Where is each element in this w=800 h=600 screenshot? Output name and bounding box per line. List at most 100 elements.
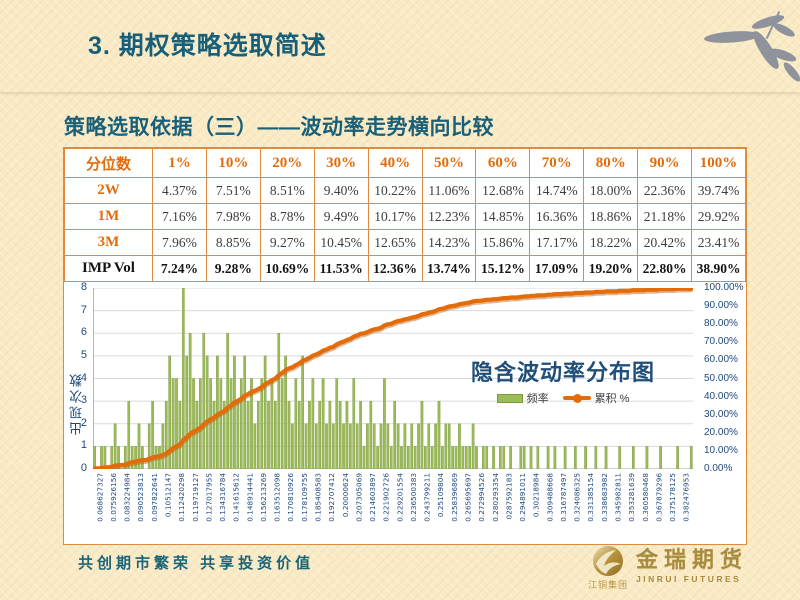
x-tick-label: 0.207305069: [354, 473, 363, 522]
frequency-bar: [458, 423, 461, 470]
logo-company-name-cn: 金瑞期货: [635, 547, 748, 572]
frequency-bar: [413, 446, 417, 470]
frequency-bar: [328, 400, 332, 470]
value-cell: 12.36%: [367, 255, 423, 282]
x-tick-label: 0.075926156: [109, 473, 118, 522]
page-title: 3. 期权策略选取简述: [88, 32, 327, 60]
legend-item-frequency: 频率: [496, 390, 549, 406]
value-cell: 11.53%: [313, 255, 369, 282]
value-cell: 11.06%: [421, 177, 477, 204]
x-tick-label: 0.236500383: [409, 473, 418, 522]
row-label: 2W: [64, 177, 153, 204]
x-tick-label: 0.214603897: [368, 473, 377, 522]
y-tick-label: 8: [80, 281, 87, 293]
x-axis-labels: 0.068627327 0.075926156 0.083224984 0.09052…: [93, 470, 693, 544]
legend-label: 频率: [526, 393, 549, 405]
frequency-bar: [205, 355, 209, 470]
value-cell: 10.22%: [367, 177, 423, 204]
x-tick-label: 0.345982811: [614, 473, 623, 522]
x-tick-label: 0.382476953: [682, 473, 691, 522]
frequency-bar: [246, 400, 250, 470]
frequency-bar: [553, 446, 557, 470]
right-tick-label: 40.00%: [704, 390, 738, 402]
value-cell: 38.90%: [691, 255, 746, 282]
frequency-bar: [291, 423, 294, 470]
x-tick-label: 0.148914441: [245, 473, 254, 522]
legend-item-cumulative: 累积 %: [562, 390, 630, 406]
value-cell: 23.41%: [691, 229, 746, 256]
x-tick-label: 0.090523813: [136, 473, 145, 522]
x-tick-label: 0.360580468: [641, 473, 650, 522]
content-panel: 分位数 1% 10% 20% 30% 40% 50% 60% 70% 80% 90% 100% 2W 4…: [63, 147, 747, 545]
chart-legend: 频率 累积 %: [413, 390, 713, 406]
table-header-row: 分位数 1% 10% 20% 30% 40% 50% 60% 70% 80% 90% 100%: [64, 148, 746, 178]
x-tick-label: 0.229201554: [395, 473, 404, 522]
frequency-bar: [424, 446, 427, 470]
value-cell: 8.78%: [259, 203, 315, 230]
frequency-bar: [403, 423, 407, 470]
value-cell: 10.17%: [367, 203, 423, 230]
value-cell: 17.17%: [529, 229, 585, 256]
frequency-bar: [430, 446, 434, 470]
value-cell: 18.00%: [583, 177, 639, 204]
legend-label: 累积 %: [594, 393, 630, 405]
percentile-table: 分位数 1% 10% 20% 30% 40% 50% 60% 70% 80% 90% 100% 2W 4…: [64, 148, 746, 282]
x-tick-label: 0.083224984: [123, 473, 132, 522]
frequency-bar: [185, 355, 189, 470]
frequency-bar: [461, 446, 465, 470]
x-tick-label: 0.097822641: [150, 473, 159, 522]
value-cell: 7.96%: [152, 229, 207, 256]
table-header-cell: 40%: [367, 148, 423, 178]
x-tick-label: 0.25109804: [436, 473, 445, 517]
y-tick-label: 1: [80, 439, 87, 452]
frequency-bar: [263, 355, 267, 470]
value-cell: 22.36%: [637, 177, 693, 204]
table-header-cell: 10%: [205, 148, 261, 178]
x-tick-label: 0.170810926: [286, 473, 295, 522]
x-tick-label: 0.30218984: [532, 473, 541, 517]
table-header-cell: 分位数: [64, 148, 153, 178]
x-tick-label: 0.353281639: [627, 473, 636, 522]
frequency-bar: [349, 423, 352, 470]
table-header-cell: 80%: [583, 148, 639, 178]
frequency-bar: [127, 400, 131, 470]
y-tick-label: 0: [80, 462, 87, 474]
frequency-bar: [233, 355, 236, 470]
frequency-bar: [546, 446, 550, 470]
frequency-bar: [345, 400, 349, 470]
x-tick-label: 0.316787497: [559, 473, 568, 522]
frequency-bar: [410, 423, 414, 470]
table-header-cell: 20%: [259, 148, 315, 178]
value-cell: 13.74%: [421, 255, 477, 282]
value-cell: 39.74%: [691, 177, 746, 204]
value-cell: 12.23%: [421, 203, 477, 230]
x-tick-label: 0.178109755: [300, 473, 309, 522]
row-label: 3M: [64, 229, 153, 256]
frequency-bar: [406, 446, 410, 470]
frequency-bar: [417, 423, 420, 470]
frequency-bar: [522, 446, 526, 470]
frequency-bar: [304, 423, 308, 470]
x-tick-label: 0.192707412: [327, 473, 336, 522]
frequency-bar: [447, 423, 451, 470]
frequency-bar: [594, 446, 598, 470]
value-cell: 20.42%: [637, 229, 693, 256]
frequency-bar: [529, 446, 533, 470]
frequency-bar: [338, 400, 342, 470]
x-tick-label: 0.163512098: [273, 473, 282, 522]
frequency-bar: [563, 446, 567, 470]
frequency-bar: [434, 423, 437, 470]
right-tick-label: 10.00%: [704, 444, 738, 456]
frequency-bar: [471, 423, 475, 470]
value-cell: 8.85%: [205, 229, 261, 256]
frequency-bar: [192, 378, 195, 470]
frequency-bar: [113, 423, 117, 470]
frequency-bar: [277, 333, 281, 470]
x-tick-label: 0.20000624: [341, 473, 350, 517]
frequency-bar: [464, 446, 468, 470]
right-axis-ticks: 100.00% 90.00% 80.00% 70.00% 60.00% 50.00% 40.…: [700, 282, 750, 474]
right-tick-label: 20.00%: [704, 426, 738, 438]
x-tick-label: 0.280293354: [491, 473, 500, 522]
value-cell: 7.24%: [152, 255, 207, 282]
